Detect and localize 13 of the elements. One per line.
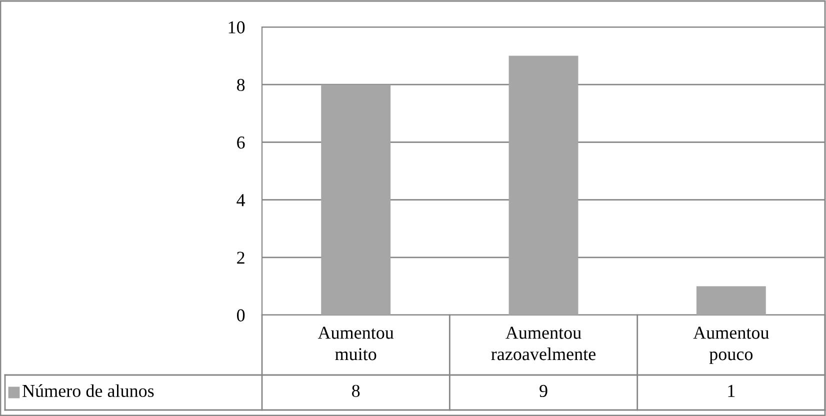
data-label: 9 [540, 384, 548, 398]
legend-label: Número de alunos [22, 384, 154, 398]
x-tick-label: Aumentou razoavelmente [491, 326, 596, 360]
x-tick-label: Aumentou muito [318, 326, 394, 360]
y-tick-label: 0 [236, 309, 245, 322]
y-tick-label: 4 [236, 194, 246, 206]
x-tick-label: Aumentou pouco [693, 326, 769, 364]
y-tick-label: 6 [237, 136, 245, 149]
data-label: 8 [352, 384, 360, 398]
y-tick-label: 8 [236, 78, 245, 92]
data-label: 1 [728, 384, 735, 397]
y-tick-label: 2 [237, 252, 244, 264]
y-tick-label: 10 [228, 21, 245, 34]
